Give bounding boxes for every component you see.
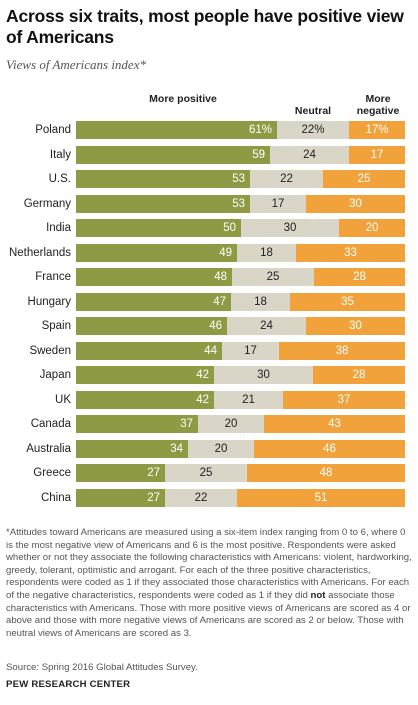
bar-neutral: 18: [237, 243, 296, 262]
category-label: China: [40, 491, 71, 504]
chart-row: Netherlands 49 18 33: [0, 243, 418, 263]
chart-row: Canada 37 20 43: [0, 414, 418, 434]
bar-positive: 61%: [76, 121, 277, 139]
chart-row: Spain 46 24 30: [0, 316, 418, 336]
chart-title: Across six traits, most people have posi…: [6, 6, 404, 47]
bar-neutral: 30: [241, 219, 339, 237]
category-label: Sweden: [29, 344, 71, 357]
chart-row: Japan 42 30 28: [0, 365, 418, 385]
chart-row: Poland 61% 22% 17%: [0, 120, 418, 140]
bar-neutral: 18: [231, 292, 290, 311]
category-label: Japan: [39, 369, 71, 381]
footnote: *Attitudes toward Americans are measured…: [6, 527, 414, 640]
category-label: UK: [55, 393, 71, 406]
bar-positive: 46: [76, 317, 227, 335]
bar-positive: 42: [76, 390, 214, 409]
legend-neutral: Neutral: [294, 105, 332, 117]
bar-negative: 30: [306, 317, 405, 335]
bar-negative: 48: [247, 464, 405, 482]
category-label: Greece: [33, 467, 71, 479]
footnote-text-2: associate those characteristics with Ame…: [6, 589, 411, 639]
chart-row: Germany 53 17 30: [0, 194, 418, 214]
bar-negative: 37: [283, 390, 405, 409]
chart-row: Australia 34 20 46: [0, 439, 418, 459]
bar-negative: 46: [254, 439, 405, 458]
bar-neutral: 22: [165, 488, 237, 507]
bar-neutral: 30: [214, 366, 313, 384]
category-label: Hungary: [27, 295, 71, 308]
organization-name: PEW RESEARCH CENTER: [6, 679, 131, 690]
bar-neutral: 25: [165, 464, 247, 482]
bar-neutral: 17: [222, 341, 279, 360]
bar-positive: 44: [76, 341, 222, 360]
bar-positive: 37: [76, 415, 198, 433]
bar-negative: 28: [314, 268, 405, 286]
chart-row: Hungary 47 18 35: [0, 292, 418, 312]
bar-negative: 33: [296, 243, 405, 262]
category-label: India: [46, 222, 71, 234]
chart-row: Sweden 44 17 38: [0, 341, 418, 361]
bar-positive: 53: [76, 170, 250, 188]
category-label: Germany: [23, 197, 71, 210]
chart-row: UK 42 21 37: [0, 390, 418, 410]
bar-negative: 17%: [349, 121, 405, 139]
chart-row: U.S. 53 22 25: [0, 169, 418, 189]
bar-neutral: 20: [198, 415, 264, 433]
chart-row: China 27 22 51: [0, 488, 418, 508]
bar-positive: 34: [76, 439, 188, 458]
bar-negative: 17: [349, 145, 405, 164]
chart-row: India 50 30 20: [0, 218, 418, 238]
bar-neutral: 20: [188, 439, 254, 458]
bar-negative: 20: [339, 219, 405, 237]
bar-positive: 59: [76, 145, 270, 164]
bar-positive: 42: [76, 366, 214, 384]
bar-neutral: 25: [232, 268, 314, 286]
chart-row: France 48 25 28: [0, 267, 418, 287]
bar-positive: 49: [76, 243, 237, 262]
bar-positive: 48: [76, 268, 232, 286]
bar-neutral: 22%: [277, 121, 349, 139]
source-note: Source: Spring 2016 Global Attitudes Sur…: [6, 662, 198, 673]
category-label: Australia: [26, 442, 71, 455]
bar-negative: 25: [323, 170, 405, 188]
bar-negative: 28: [313, 366, 405, 384]
bar-positive: 47: [76, 292, 231, 311]
bar-neutral: 24: [270, 145, 349, 164]
bar-positive: 50: [76, 219, 241, 237]
category-label: Canada: [30, 418, 71, 430]
bar-negative: 51: [237, 488, 405, 507]
bar-neutral: 22: [250, 170, 323, 188]
category-label: France: [35, 271, 71, 283]
bar-negative: 43: [264, 415, 405, 433]
category-label: U.S.: [48, 173, 71, 185]
category-label: Netherlands: [8, 246, 71, 259]
category-label: Poland: [35, 124, 71, 136]
category-label: Italy: [49, 148, 71, 161]
bar-negative: 35: [290, 292, 405, 311]
legend-negative: More negative: [356, 93, 400, 117]
bar-negative: 30: [306, 194, 405, 213]
footnote-bold: not: [310, 589, 326, 601]
bar-neutral: 24: [227, 317, 306, 335]
bar-neutral: 17: [250, 194, 306, 213]
bar-positive: 27: [76, 488, 165, 507]
chart-row: Greece 27 25 48: [0, 463, 418, 483]
bar-positive: 53: [76, 194, 250, 213]
chart-subtitle: Views of Americans index*: [6, 57, 146, 72]
category-label: Spain: [41, 320, 71, 332]
legend-positive: More positive: [149, 93, 217, 105]
bar-neutral: 21: [214, 390, 283, 409]
bar-negative: 38: [279, 341, 405, 360]
bar-positive: 27: [76, 464, 165, 482]
footnote-text-1: *Attitudes toward Americans are measured…: [6, 527, 412, 601]
chart-row: Italy 59 24 17: [0, 145, 418, 165]
